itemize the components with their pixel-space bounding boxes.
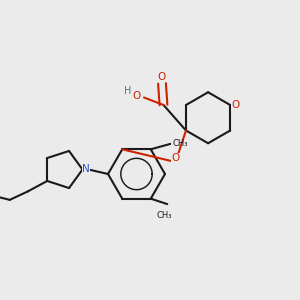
Text: O: O: [171, 153, 180, 164]
Text: H: H: [124, 85, 132, 96]
Text: CH₃: CH₃: [173, 140, 188, 148]
Text: N: N: [82, 164, 90, 175]
Text: O: O: [132, 91, 141, 101]
Text: CH₃: CH₃: [157, 211, 172, 220]
Text: O: O: [158, 72, 166, 82]
Text: O: O: [231, 100, 240, 110]
